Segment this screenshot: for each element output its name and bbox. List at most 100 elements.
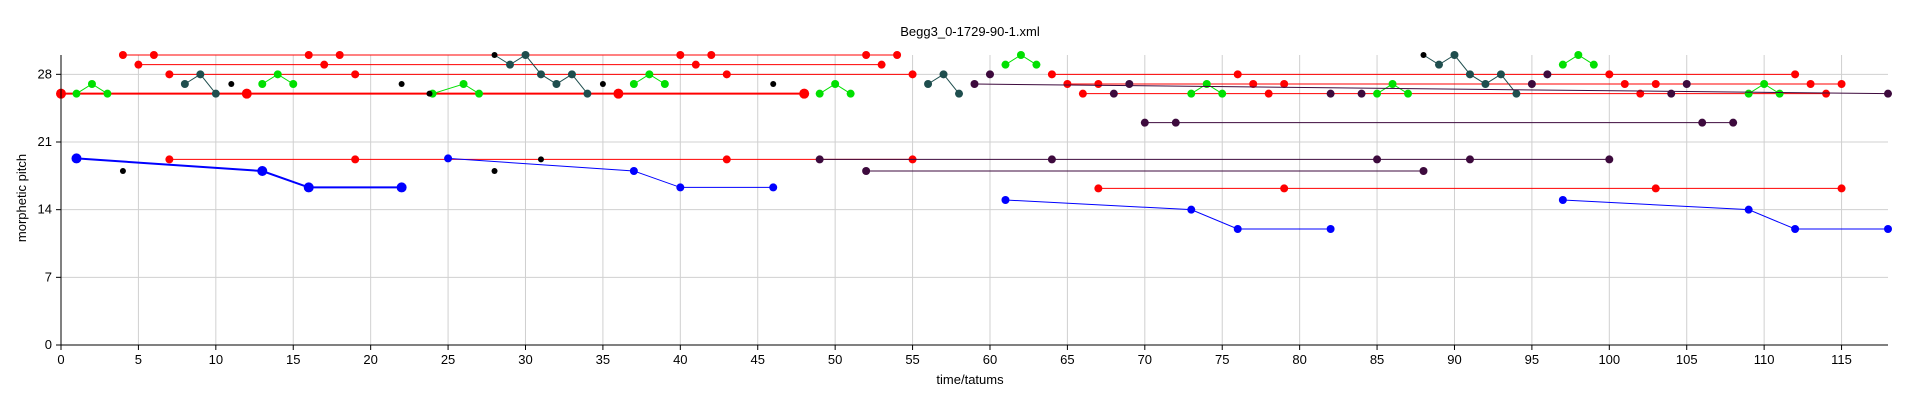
data-point [831,80,840,88]
data-point [1884,225,1892,233]
data-point [304,51,313,59]
data-point [552,80,561,88]
data-point [1651,80,1660,88]
data-point [1094,80,1103,88]
x-tick-label: 65 [1060,352,1074,367]
data-point [1837,80,1846,88]
data-point [444,154,453,163]
y-tick-label: 0 [45,337,52,352]
data-point [567,70,576,79]
series-line [76,157,402,189]
data-point [491,168,498,174]
data-point [351,155,360,164]
data-point [1125,80,1134,88]
x-tick-label: 95 [1525,352,1539,367]
data-point [258,80,267,88]
data-point [939,70,948,79]
data-point [426,90,433,97]
data-point [799,88,810,99]
data-point [241,88,252,99]
data-point [1047,155,1056,164]
x-tick-label: 45 [751,352,765,367]
data-point [1791,70,1800,79]
data-point [815,89,824,98]
y-axis-label: morphetic pitch [14,154,29,242]
data-point [613,88,624,99]
data-point [1465,155,1474,164]
data-point [1016,51,1025,59]
data-point [118,51,127,59]
data-point [770,81,777,87]
x-axis-label: time/tatums [936,372,1004,387]
series-group [56,51,1892,233]
data-point [1837,184,1846,193]
data-point [1434,60,1443,69]
data-point [629,167,638,175]
data-point [1171,118,1180,127]
series-line [448,157,774,188]
data-point [335,51,344,59]
x-tick-label: 85 [1370,352,1384,367]
data-point [103,89,112,98]
x-tick-label: 115 [1831,352,1852,367]
data-point [1543,70,1552,79]
data-point [629,80,638,88]
data-point [1574,51,1583,59]
data-point [72,89,81,98]
data-point [119,168,126,174]
data-point [1450,51,1459,59]
y-tick-label: 7 [45,269,52,284]
data-point [1420,52,1427,58]
data-point [475,89,484,98]
series-purple [815,70,1892,175]
x-tick-label: 105 [1676,352,1698,367]
data-point [893,51,902,59]
data-point [1249,80,1258,88]
x-tick-label: 55 [905,352,919,367]
data-point [1280,184,1289,193]
data-point [1078,89,1087,98]
data-point [862,51,871,59]
data-point [1465,70,1474,79]
data-point [537,156,544,163]
chart-title: Begg3_0-1729-90-1.xml [900,24,1040,39]
data-point [1558,60,1567,69]
data-point [165,155,174,164]
x-tick-label: 30 [518,352,532,367]
data-point [1109,89,1118,98]
data-point [87,80,96,88]
data-point [660,80,669,88]
data-point [459,80,468,88]
x-tick-label: 5 [135,352,142,367]
data-point [1744,205,1753,214]
data-point [1698,118,1707,127]
data-point [1280,80,1289,88]
data-point [396,182,407,193]
series-green [72,51,1784,98]
data-point [149,51,158,59]
data-point [1218,89,1227,98]
data-point [908,70,917,79]
series-red [118,51,917,79]
x-tick-label: 25 [441,352,455,367]
data-point [707,51,716,59]
series-red [1047,70,1846,193]
data-point [1264,89,1273,98]
data-point [815,155,824,164]
data-point [1512,89,1521,98]
data-point [211,89,220,98]
data-point [1047,70,1056,79]
data-point [691,60,700,69]
x-tick-label: 80 [1292,352,1306,367]
data-point [398,81,405,87]
data-point [1822,89,1831,98]
x-tick-label: 20 [363,352,377,367]
data-point [521,51,530,59]
series-black [119,52,1427,174]
data-point [1001,196,1010,204]
series-blue [71,153,407,193]
data-point [862,167,871,175]
x-tick-label: 60 [983,352,997,367]
x-tick-label: 100 [1598,352,1620,367]
